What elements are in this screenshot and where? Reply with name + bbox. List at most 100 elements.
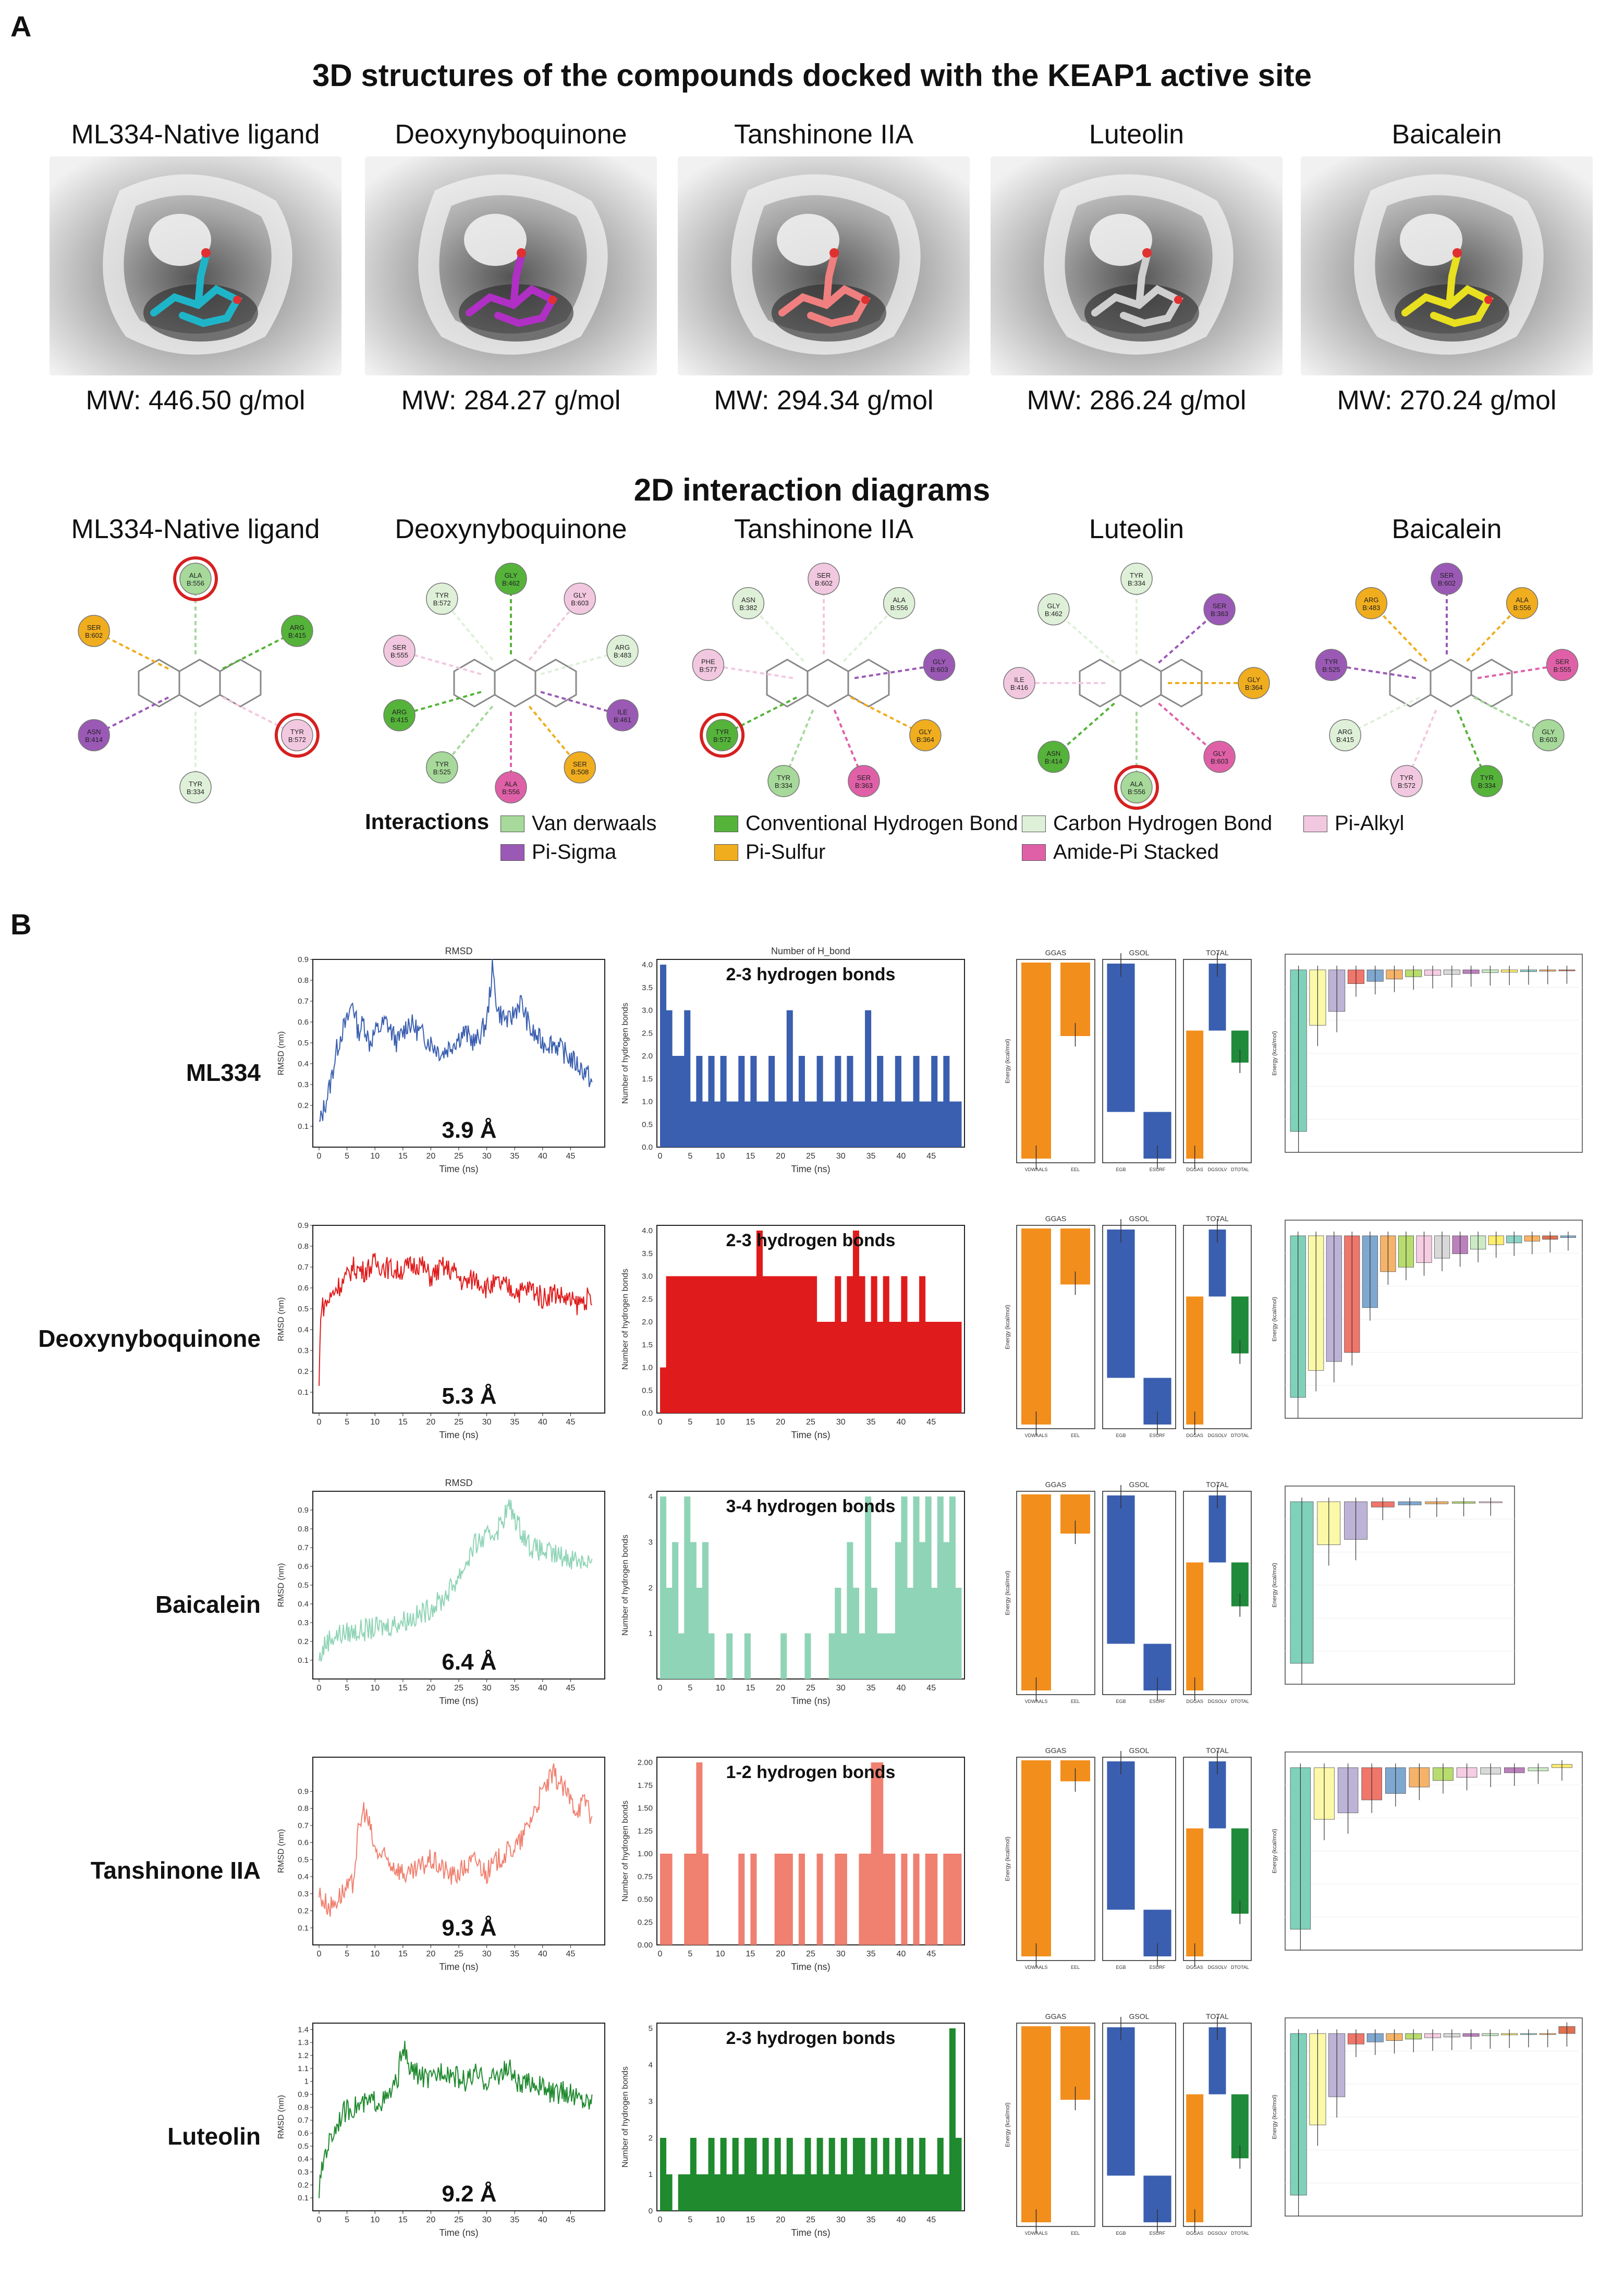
x-axis-label: Time (ns) bbox=[439, 1696, 478, 1706]
legend-swatch bbox=[500, 844, 524, 861]
residue-label: GLY B:603 bbox=[571, 591, 589, 607]
energy-category-label: EGB bbox=[1116, 1965, 1126, 1970]
hbond-bar bbox=[744, 1101, 751, 1147]
residue-label: ALA B:556 bbox=[502, 780, 520, 796]
x-tick-label: 30 bbox=[482, 2216, 492, 2224]
hbond-bar bbox=[720, 1056, 727, 1147]
residue-node bbox=[281, 615, 313, 647]
hbond-bar bbox=[835, 1588, 841, 1679]
x-tick-label: 0 bbox=[317, 1950, 322, 1958]
hbond-bar bbox=[925, 1101, 932, 1147]
residue-label: ALA B:556 bbox=[1513, 596, 1531, 612]
y-tick-label: 0.2 bbox=[298, 1367, 309, 1376]
y-tick-label: 0.8 bbox=[298, 976, 309, 985]
hbond-bar bbox=[702, 1101, 709, 1147]
residue-label: SER B:555 bbox=[390, 643, 408, 659]
hbond-bar bbox=[877, 1322, 884, 1413]
energy-components-chart: GGAS VDWAALS EEL GSOL EGB ESURF TOTAL DGGAS DGSO… bbox=[1001, 1476, 1262, 1731]
x-axis-label: Time (ns) bbox=[439, 1430, 478, 1440]
hbond-bar bbox=[714, 1276, 721, 1413]
y-tick-label: 0.4 bbox=[298, 1060, 309, 1068]
y-tick-label: 0.3 bbox=[298, 1618, 309, 1627]
x-tick-label: 5 bbox=[345, 1684, 349, 1693]
x-tick-label: 45 bbox=[926, 1684, 936, 1693]
residue-label: GLY B:603 bbox=[931, 658, 948, 673]
hbond-bar bbox=[762, 1101, 769, 1147]
y-tick-label: 1.2 bbox=[298, 2051, 309, 2060]
hbond-bar bbox=[738, 1056, 745, 1147]
interaction-diagram: SER B:602 ALA B:556 GLY B:603 GLY B:364 SER B:363… bbox=[673, 553, 975, 813]
hbond-bar bbox=[672, 1056, 679, 1147]
x-tick-label: 20 bbox=[426, 1152, 436, 1161]
residue-decomposition-chart: Energy (kcal/mol) bbox=[1267, 2007, 1601, 2263]
hbond-bar bbox=[714, 1101, 721, 1147]
hbond-bar bbox=[901, 1101, 908, 1147]
y-tick-label: 0.2 bbox=[298, 1637, 309, 1646]
residue-label: ALA B:556 bbox=[890, 596, 908, 612]
energy-category-label: DGGAS bbox=[1186, 1433, 1203, 1438]
energy-bar bbox=[1186, 1296, 1204, 1425]
energy-subplot-title: GGAS bbox=[1045, 1746, 1066, 1755]
hbond-bar bbox=[702, 2174, 709, 2211]
molecular-weight: MW: 294.34 g/mol bbox=[714, 385, 934, 416]
rmsd-value-label: 9.2 Å bbox=[442, 2181, 496, 2207]
energy-category-label: DTOTAL bbox=[1231, 1167, 1249, 1172]
hbond-bar bbox=[859, 1633, 865, 1679]
residue-label: TYR B:334 bbox=[775, 774, 792, 789]
hbond-bar bbox=[823, 1322, 829, 1413]
rmsd-series-line bbox=[319, 2040, 593, 2198]
x-tick-label: 0 bbox=[317, 2216, 322, 2224]
panel-letter-a: A bbox=[10, 10, 32, 43]
residue-label: TYR B:334 bbox=[1478, 774, 1496, 789]
x-tick-label: 0 bbox=[658, 1950, 663, 1958]
compound-name-3d: Deoxynyboquinone bbox=[395, 119, 627, 150]
energy-bar bbox=[1186, 2094, 1204, 2222]
residue-label: ARG B:415 bbox=[288, 624, 306, 639]
hbond-bar bbox=[925, 2174, 932, 2211]
residue-label: GLY B:364 bbox=[917, 728, 934, 744]
title-2d-diagrams: 2D interaction diagrams bbox=[633, 472, 991, 507]
energy-bar bbox=[1231, 1828, 1249, 1914]
energy-category-label: EEL bbox=[1071, 1433, 1080, 1438]
hbond-bar bbox=[889, 1854, 896, 1945]
energy-components-chart: GGAS VDWAALS EEL GSOL EGB ESURF TOTAL DGGAS DGSO… bbox=[1001, 944, 1262, 1199]
energy-y-axis-label: Energy (kcal/mol) bbox=[1005, 1836, 1011, 1881]
interaction-diagram: SER B:602 ALA B:556 SER B:555 GLY B:603 TYR B:334… bbox=[1296, 553, 1598, 813]
x-tick-label: 10 bbox=[370, 1152, 380, 1161]
residue-node bbox=[495, 771, 527, 804]
hbond-bar bbox=[744, 1276, 751, 1413]
hbond-bar bbox=[732, 1101, 739, 1147]
x-tick-label: 35 bbox=[510, 1684, 519, 1693]
energy-bar bbox=[1021, 2026, 1051, 2222]
hbond-bar bbox=[756, 1231, 763, 1413]
hbond-chart: Time (ns) Number of hydrogen bonds 0 5 10 15 2… bbox=[605, 1742, 980, 1997]
hbond-bar bbox=[774, 1101, 781, 1147]
rmsd-series-line bbox=[319, 1252, 593, 1386]
energy-category-label: EGB bbox=[1116, 1167, 1126, 1172]
hbond-bar bbox=[666, 1588, 673, 1679]
interaction-diagram: TYR B:334 SER B:363 GLY B:364 GLY B:603 ALA B:556… bbox=[985, 553, 1288, 813]
y-tick-label: 0.7 bbox=[298, 1263, 309, 1272]
x-tick-label: 25 bbox=[806, 1684, 815, 1693]
residue-node bbox=[606, 699, 639, 732]
x-axis-label: Time (ns) bbox=[791, 2228, 830, 2238]
energy-category-label: DGGAS bbox=[1186, 1965, 1203, 1970]
hbond-bar bbox=[816, 2138, 823, 2211]
hbond-bar bbox=[696, 1056, 703, 1147]
hbond-bar bbox=[840, 1854, 847, 1945]
y-tick-label: 0.5 bbox=[642, 1386, 653, 1395]
residue-label: ARG B:415 bbox=[1336, 728, 1354, 744]
hbond-bar bbox=[925, 1322, 932, 1413]
hbond-bar bbox=[726, 2174, 733, 2211]
x-tick-label: 45 bbox=[926, 2216, 936, 2224]
hbond-bar bbox=[895, 2138, 901, 2211]
legend-swatch bbox=[1022, 844, 1046, 861]
hbond-bar bbox=[931, 1854, 938, 1945]
energy-category-label: EGB bbox=[1116, 1699, 1126, 1704]
energy-category-label: VDWAALS bbox=[1025, 1167, 1048, 1172]
hbond-bar bbox=[955, 1101, 962, 1147]
hbond-bar bbox=[714, 2174, 721, 2211]
x-axis-label: Time (ns) bbox=[791, 1962, 830, 1972]
residue-node bbox=[732, 587, 765, 619]
residue-node bbox=[1315, 649, 1348, 681]
